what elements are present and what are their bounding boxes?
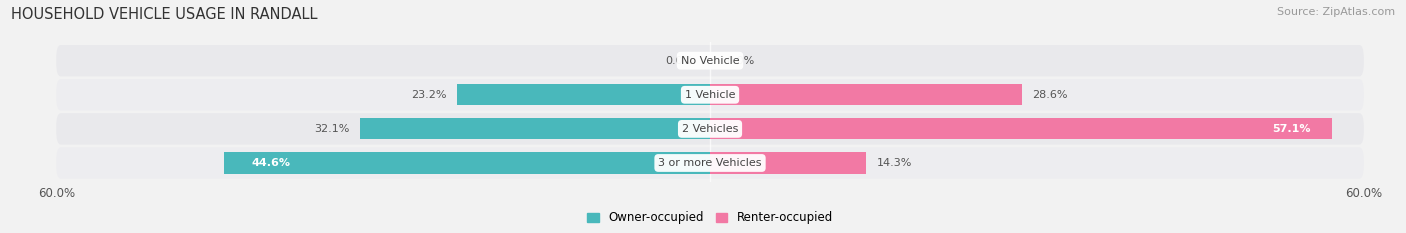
Bar [710,118,1333,140]
Bar [224,152,710,174]
Text: 57.1%: 57.1% [1272,124,1310,134]
Legend: Owner-occupied, Renter-occupied: Owner-occupied, Renter-occupied [582,206,838,229]
FancyBboxPatch shape [56,147,1364,179]
FancyBboxPatch shape [56,79,1364,110]
Text: 44.6%: 44.6% [252,158,290,168]
Bar [710,84,1022,105]
Text: 3 or more Vehicles: 3 or more Vehicles [658,158,762,168]
Text: 23.2%: 23.2% [411,90,446,100]
Text: No Vehicle: No Vehicle [681,56,740,66]
Text: 0.0%: 0.0% [727,56,755,66]
Text: 2 Vehicles: 2 Vehicles [682,124,738,134]
Bar [457,84,710,105]
Text: 0.0%: 0.0% [665,56,693,66]
Text: 28.6%: 28.6% [1032,90,1069,100]
FancyBboxPatch shape [56,45,1364,76]
FancyBboxPatch shape [56,113,1364,144]
Bar [360,118,710,140]
Text: 14.3%: 14.3% [877,158,912,168]
Text: Source: ZipAtlas.com: Source: ZipAtlas.com [1277,7,1395,17]
Text: 32.1%: 32.1% [314,124,349,134]
Bar [710,152,866,174]
Text: HOUSEHOLD VEHICLE USAGE IN RANDALL: HOUSEHOLD VEHICLE USAGE IN RANDALL [11,7,318,22]
Text: 1 Vehicle: 1 Vehicle [685,90,735,100]
